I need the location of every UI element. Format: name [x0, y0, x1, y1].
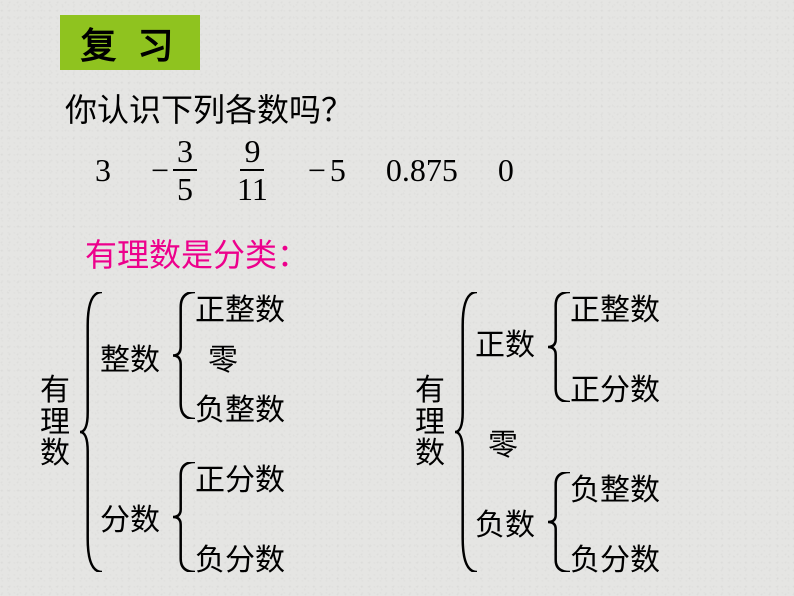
tree-leaf-label: 正分数 [570, 365, 660, 409]
tree-leaf-label: 负整数 [570, 465, 660, 509]
number-item: 0.875 [386, 152, 458, 189]
tree-leaf-label: 正分数 [195, 455, 285, 499]
tree-leaf-label: 零 [208, 335, 238, 379]
tree-root-char: 有 [415, 375, 445, 407]
number-item: −35 [151, 135, 197, 205]
title-box: 复 习 [60, 15, 200, 70]
tree-mid-label: 整数 [100, 335, 160, 379]
tree-mid-label: 分数 [100, 495, 160, 539]
tree-root-char: 理 [415, 407, 445, 439]
tree-leaf-label: 负分数 [570, 535, 660, 579]
brace-icon [80, 292, 102, 572]
tree-root-char: 数 [415, 438, 445, 470]
brace-icon [173, 462, 195, 572]
tree-root-char: 理 [40, 407, 70, 439]
tree-mid-label: 正数 [475, 320, 535, 364]
number-item: 3 [95, 152, 111, 189]
number-item: −5 [308, 152, 346, 189]
numbers-row: 3 −35 911 −5 0.875 0 [95, 135, 554, 205]
question-text: 你认识下列各数吗？ [65, 85, 353, 131]
tree-root-char: 有 [40, 375, 70, 407]
tree-root-char: 数 [40, 438, 70, 470]
tree-mid-label: 零 [488, 420, 518, 464]
brace-icon [548, 292, 570, 402]
brace-icon [455, 292, 477, 572]
tree-mid-label: 负数 [475, 500, 535, 544]
brace-icon [548, 472, 570, 572]
number-item: 0 [498, 152, 514, 189]
tree-right-root: 有理数 [415, 375, 445, 470]
tree-left-root: 有理数 [40, 375, 70, 470]
subtitle-text: 有理数是分类： [85, 230, 309, 276]
tree-leaf-label: 负整数 [195, 385, 285, 429]
title-text: 复 习 [80, 17, 179, 69]
tree-leaf-label: 正整数 [195, 285, 285, 329]
tree-leaf-label: 正整数 [570, 285, 660, 329]
tree-leaf-label: 负分数 [195, 535, 285, 579]
brace-icon [173, 292, 195, 419]
number-item: 911 [237, 135, 268, 205]
